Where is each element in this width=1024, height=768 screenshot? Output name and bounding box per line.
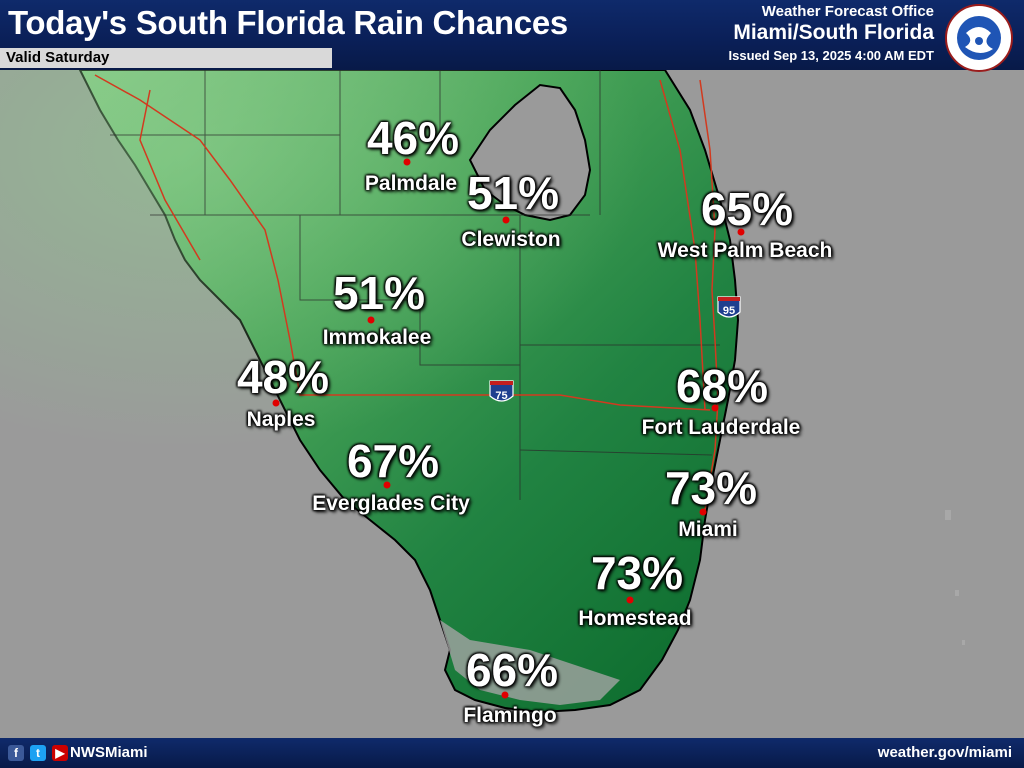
homestead-rain-chance: 73%: [590, 547, 684, 599]
naples-rain-chance: 48%: [236, 351, 330, 403]
website-link[interactable]: weather.gov/miami: [877, 744, 1012, 761]
naples-label: Naples: [246, 408, 316, 431]
valid-day-label: Valid Saturday: [6, 49, 110, 66]
twitter-icon[interactable]: t: [30, 745, 46, 761]
palmdale-rain-chance: 46%: [366, 112, 460, 164]
flamingo-location-dot: [501, 691, 509, 699]
footer-bar: f t ▶ NWSMiami weather.gov/miami: [0, 738, 1024, 768]
svg-text:75: 75: [495, 390, 507, 402]
everglades-city-label: Everglades City: [312, 492, 470, 515]
immokalee-location-dot: [367, 316, 375, 324]
west-palm-beach-location-dot: [737, 228, 745, 236]
county-lines: [110, 70, 720, 500]
miami-rain-chance: 73%: [664, 462, 758, 514]
clewiston-label: Clewiston: [461, 228, 561, 251]
homestead-location-dot: [626, 596, 634, 604]
flamingo-label: Flamingo: [463, 704, 557, 727]
miami-label: Miami: [678, 518, 738, 541]
naples-location-dot: [272, 399, 280, 407]
svg-text:95: 95: [723, 305, 735, 317]
immokalee-rain-chance: 51%: [332, 267, 426, 319]
flamingo-rain-chance: 66%: [465, 644, 559, 696]
valid-day-banner: Valid Saturday: [0, 48, 332, 68]
florida-bay: [440, 620, 620, 705]
page-title: Today's South Florida Rain Chances: [8, 4, 568, 41]
everglades-city-location-dot: [383, 481, 391, 489]
fort-lauderdale-rain-chance: 68%: [675, 360, 769, 412]
miami-location-dot: [699, 508, 707, 516]
interstate-75-shield: 75: [489, 380, 514, 402]
islands: [945, 510, 965, 645]
palmdale-location-dot: [403, 158, 411, 166]
west-palm-beach-rain-chance: 65%: [700, 183, 794, 235]
fort-lauderdale-label: Fort Lauderdale: [641, 416, 801, 439]
social-handle[interactable]: NWSMiami: [70, 744, 148, 761]
header-bar: Today's South Florida Rain Chances Valid…: [0, 0, 1024, 72]
interstate-95-shield: 95: [717, 296, 741, 318]
facebook-icon[interactable]: f: [8, 745, 24, 761]
west-palm-beach-label: West Palm Beach: [657, 239, 833, 262]
clewiston-rain-chance: 51%: [466, 167, 560, 219]
fort-lauderdale-location-dot: [711, 404, 719, 412]
office-line1: Weather Forecast Office: [761, 3, 934, 20]
office-line2: Miami/South Florida: [733, 21, 934, 44]
homestead-label: Homestead: [578, 607, 692, 630]
clewiston-location-dot: [502, 216, 510, 224]
office-info: Weather Forecast Office Miami/South Flor…: [729, 3, 934, 63]
palmdale-label: Palmdale: [364, 172, 458, 195]
issued-time: Issued Sep 13, 2025 4:00 AM EDT: [728, 48, 934, 63]
lake-okeechobee: [468, 83, 592, 222]
everglades-city-rain-chance: 67%: [346, 435, 440, 487]
youtube-icon[interactable]: ▶: [52, 745, 68, 761]
immokalee-label: Immokalee: [322, 326, 432, 349]
nws-logo-icon[interactable]: [941, 3, 1018, 72]
highways: [94, 74, 719, 511]
